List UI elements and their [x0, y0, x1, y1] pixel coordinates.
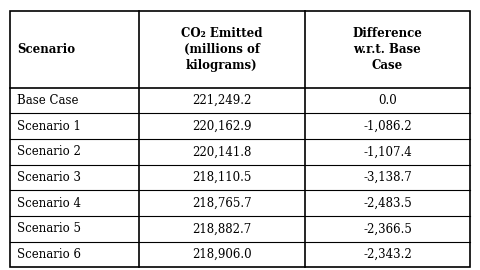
Text: Base Case: Base Case — [17, 94, 78, 107]
Text: 218,882.7: 218,882.7 — [192, 222, 251, 235]
Text: Scenario 3: Scenario 3 — [17, 171, 81, 184]
Text: Scenario 6: Scenario 6 — [17, 248, 81, 261]
Text: -2,483.5: -2,483.5 — [363, 197, 412, 210]
Text: Scenario 4: Scenario 4 — [17, 197, 81, 210]
Text: -1,086.2: -1,086.2 — [363, 120, 412, 133]
Text: Difference
w.r.t. Base
Case: Difference w.r.t. Base Case — [352, 27, 422, 72]
Text: Scenario: Scenario — [17, 43, 75, 56]
Text: CO₂ Emitted
(millions of
kilograms): CO₂ Emitted (millions of kilograms) — [181, 27, 262, 72]
Text: 0.0: 0.0 — [378, 94, 397, 107]
Text: -2,343.2: -2,343.2 — [363, 248, 412, 261]
Text: Scenario 2: Scenario 2 — [17, 145, 81, 158]
Text: -1,107.4: -1,107.4 — [363, 145, 412, 158]
Text: 220,162.9: 220,162.9 — [192, 120, 252, 133]
Text: 218,110.5: 218,110.5 — [192, 171, 251, 184]
Text: 220,141.8: 220,141.8 — [192, 145, 251, 158]
Text: Scenario 1: Scenario 1 — [17, 120, 81, 133]
Text: 218,906.0: 218,906.0 — [192, 248, 252, 261]
Text: 221,249.2: 221,249.2 — [192, 94, 251, 107]
Text: 218,765.7: 218,765.7 — [192, 197, 252, 210]
Text: Scenario 5: Scenario 5 — [17, 222, 81, 235]
Text: -3,138.7: -3,138.7 — [363, 171, 412, 184]
Text: -2,366.5: -2,366.5 — [363, 222, 412, 235]
